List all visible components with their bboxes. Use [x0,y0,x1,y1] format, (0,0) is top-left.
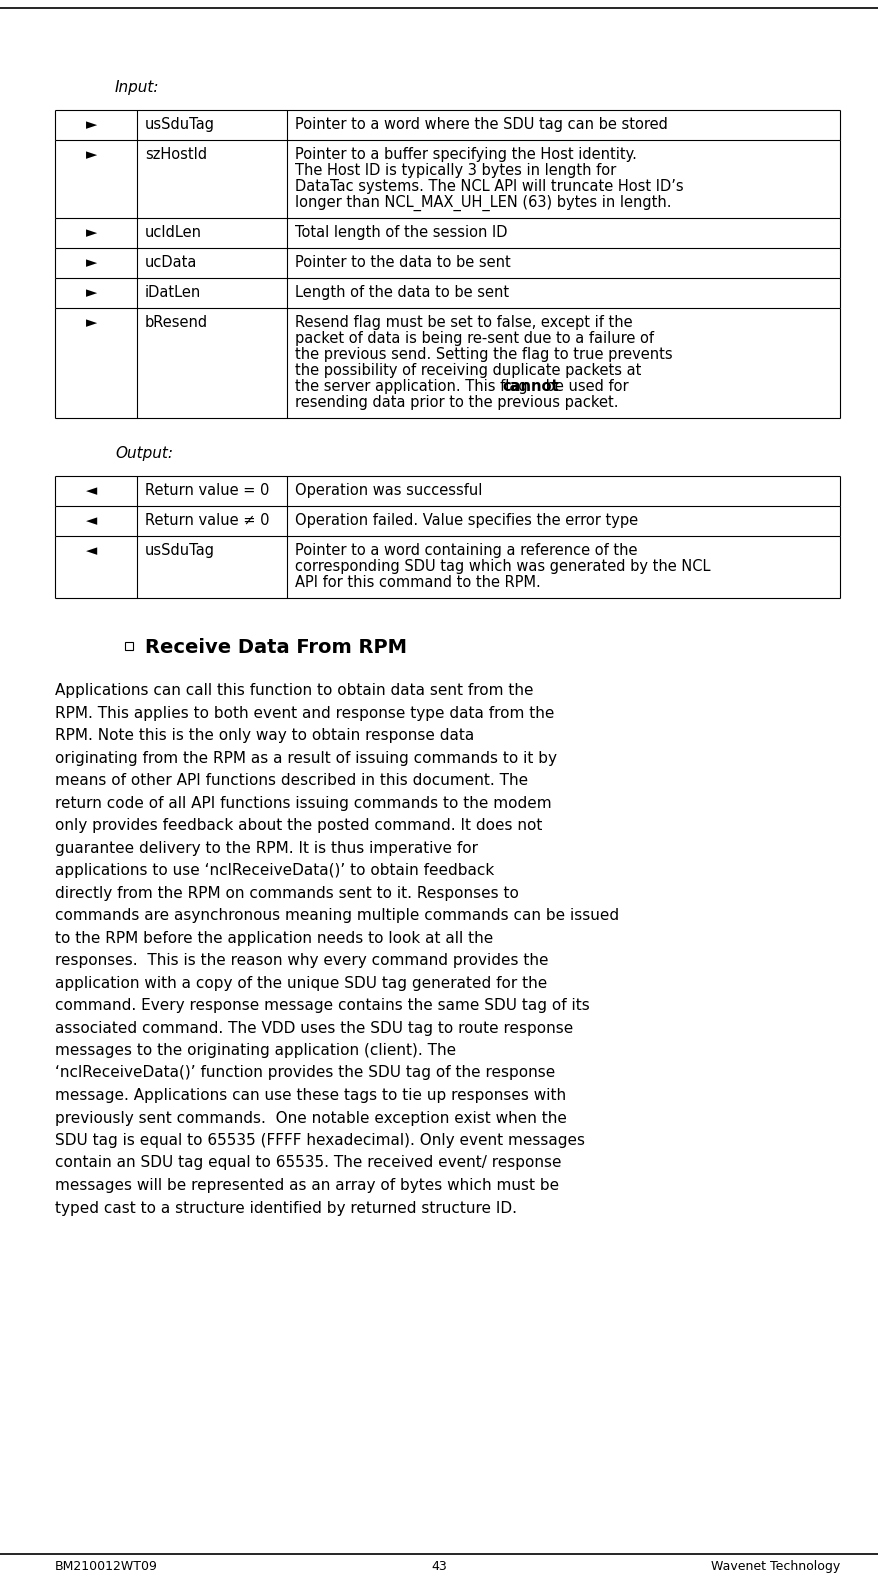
Text: Applications can call this function to obtain data sent from the: Applications can call this function to o… [55,682,533,698]
Text: resending data prior to the previous packet.: resending data prior to the previous pac… [295,396,618,410]
Text: the previous send. Setting the flag to true prevents: the previous send. Setting the flag to t… [295,347,672,362]
Text: ◄: ◄ [86,544,97,558]
Text: Pointer to the data to be sent: Pointer to the data to be sent [295,255,510,269]
Text: Operation failed. Value specifies the error type: Operation failed. Value specifies the er… [295,514,637,528]
Text: Receive Data From RPM: Receive Data From RPM [145,638,407,657]
Text: applications to use ‘nclReceiveData()’ to obtain feedback: applications to use ‘nclReceiveData()’ t… [55,864,493,878]
Text: 43: 43 [431,1560,447,1573]
Text: ◄: ◄ [86,482,97,498]
Text: Pointer to a word where the SDU tag can be stored: Pointer to a word where the SDU tag can … [295,117,667,132]
Text: Wavenet Technology: Wavenet Technology [710,1560,839,1573]
Text: application with a copy of the unique SDU tag generated for the: application with a copy of the unique SD… [55,976,547,990]
Text: Return value ≠ 0: Return value ≠ 0 [145,514,270,528]
Text: to the RPM before the application needs to look at all the: to the RPM before the application needs … [55,930,493,946]
Text: Pointer to a word containing a reference of the: Pointer to a word containing a reference… [295,544,637,558]
Text: usSduTag: usSduTag [145,544,215,558]
Text: szHostId: szHostId [145,147,207,162]
Text: messages will be represented as an array of bytes which must be: messages will be represented as an array… [55,1177,558,1193]
Text: longer than NCL_MAX_UH_LEN (63) bytes in length.: longer than NCL_MAX_UH_LEN (63) bytes in… [295,195,671,211]
Text: messages to the originating application (client). The: messages to the originating application … [55,1043,456,1057]
Text: packet of data is being re-sent due to a failure of: packet of data is being re-sent due to a… [295,331,653,347]
Text: corresponding SDU tag which was generated by the NCL: corresponding SDU tag which was generate… [295,559,709,574]
Text: contain an SDU tag equal to 65535. The received event/ response: contain an SDU tag equal to 65535. The r… [55,1155,561,1171]
Text: only provides feedback about the posted command. It does not: only provides feedback about the posted … [55,818,542,834]
Text: command. Every response message contains the same SDU tag of its: command. Every response message contains… [55,998,589,1013]
Text: ucData: ucData [145,255,198,269]
Text: commands are asynchronous meaning multiple commands can be issued: commands are asynchronous meaning multip… [55,908,618,924]
Text: BM210012WT09: BM210012WT09 [55,1560,158,1573]
Text: RPM. Note this is the only way to obtain response data: RPM. Note this is the only way to obtain… [55,728,474,742]
Text: ►: ► [86,117,97,132]
Text: ►: ► [86,147,97,162]
Text: usSduTag: usSduTag [145,117,215,132]
Text: Input:: Input: [115,80,159,95]
Text: Operation was successful: Operation was successful [295,482,482,498]
Text: typed cast to a structure identified by returned structure ID.: typed cast to a structure identified by … [55,1201,516,1215]
Text: API for this command to the RPM.: API for this command to the RPM. [295,575,540,589]
Text: Total length of the session ID: Total length of the session ID [295,225,507,240]
Text: RPM. This applies to both event and response type data from the: RPM. This applies to both event and resp… [55,706,554,720]
Text: Return value = 0: Return value = 0 [145,482,269,498]
Text: ►: ► [86,225,97,240]
Text: ‘nclReceiveData()’ function provides the SDU tag of the response: ‘nclReceiveData()’ function provides the… [55,1065,555,1081]
Text: means of other API functions described in this document. The: means of other API functions described i… [55,772,528,788]
Text: ►: ► [86,285,97,299]
Text: directly from the RPM on commands sent to it. Responses to: directly from the RPM on commands sent t… [55,886,518,900]
Text: SDU tag is equal to 65535 (FFFF hexadecimal). Only event messages: SDU tag is equal to 65535 (FFFF hexadeci… [55,1133,585,1147]
Text: ◄: ◄ [86,514,97,528]
Text: be used for: be used for [540,378,628,394]
Text: Pointer to a buffer specifying the Host identity.: Pointer to a buffer specifying the Host … [295,147,637,162]
Text: previously sent commands.  One notable exception exist when the: previously sent commands. One notable ex… [55,1111,566,1125]
Text: message. Applications can use these tags to tie up responses with: message. Applications can use these tags… [55,1087,565,1103]
Text: bResend: bResend [145,315,208,329]
Text: guarantee delivery to the RPM. It is thus imperative for: guarantee delivery to the RPM. It is thu… [55,840,478,856]
Text: Resend flag must be set to false, except if the: Resend flag must be set to false, except… [295,315,632,329]
Text: ►: ► [86,315,97,329]
Text: ucIdLen: ucIdLen [145,225,202,240]
Text: The Host ID is typically 3 bytes in length for: The Host ID is typically 3 bytes in leng… [295,162,615,178]
Text: DataTac systems. The NCL API will truncate Host ID’s: DataTac systems. The NCL API will trunca… [295,180,683,194]
Text: iDatLen: iDatLen [145,285,201,299]
Text: ►: ► [86,255,97,269]
Bar [125,641,133,649]
Text: the possibility of receiving duplicate packets at: the possibility of receiving duplicate p… [295,362,641,378]
Text: responses.  This is the reason why every command provides the: responses. This is the reason why every … [55,953,548,968]
Text: associated command. The VDD uses the SDU tag to route response: associated command. The VDD uses the SDU… [55,1021,572,1035]
Text: return code of all API functions issuing commands to the modem: return code of all API functions issuing… [55,796,551,810]
Text: Output:: Output: [115,446,173,462]
Text: the server application. This flag: the server application. This flag [295,378,532,394]
Text: cannot: cannot [502,378,558,394]
Text: originating from the RPM as a result of issuing commands to it by: originating from the RPM as a result of … [55,750,557,766]
Text: Length of the data to be sent: Length of the data to be sent [295,285,508,299]
